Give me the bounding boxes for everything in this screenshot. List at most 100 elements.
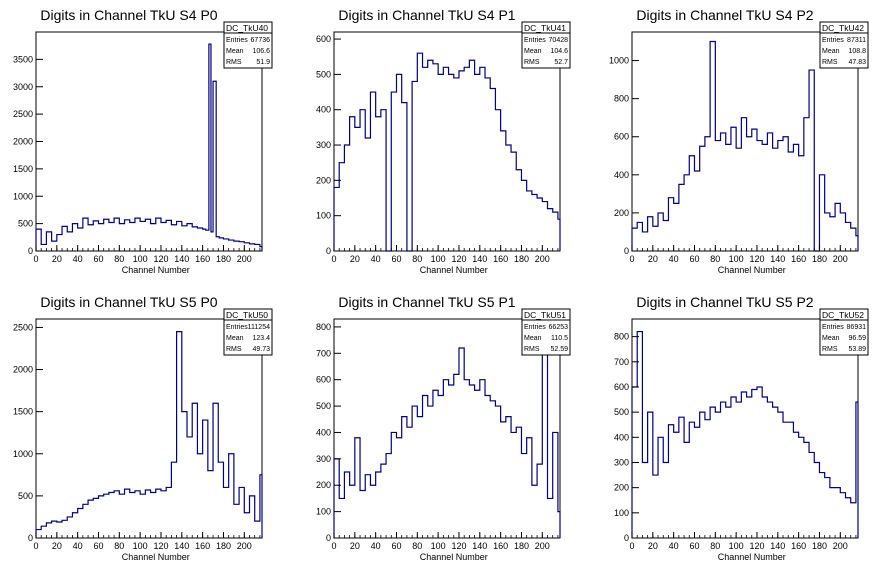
stats-key: Entries (226, 324, 248, 331)
x-tick-label: 200 (833, 254, 848, 264)
x-tick-label: 60 (93, 541, 103, 551)
histogram-line (631, 330, 859, 538)
x-tick-label: 40 (73, 541, 83, 551)
x-tick-label: 100 (431, 254, 446, 264)
stats-value: 51.9 (256, 59, 270, 66)
stats-key: Mean (822, 335, 840, 342)
stats-key: Mean (226, 48, 244, 55)
x-tick-label: 100 (729, 254, 744, 264)
stats-value: 106.6 (252, 48, 270, 55)
y-tick-label: 200 (316, 175, 331, 185)
y-tick-label: 100 (316, 507, 331, 517)
x-tick-label: 160 (791, 254, 806, 264)
stats-value: 87311 (847, 37, 866, 44)
y-tick-label: 1500 (13, 164, 33, 174)
x-tick-label: 80 (114, 254, 124, 264)
x-tick-label: 60 (391, 254, 401, 264)
x-tick-label: 200 (833, 541, 848, 551)
y-tick-label: 2000 (13, 365, 33, 375)
y-tick-label: 2500 (13, 109, 33, 119)
x-axis-label: Channel Number (718, 552, 786, 562)
stats-key: RMS (524, 346, 540, 353)
histogram-pad: Digits in Channel TkU S4 P1 0 20 40 60 80 100 1… (298, 0, 596, 287)
histogram-svg: Digits in Channel TkU S4 P0 0 20 40 60 80 100 1… (13, 7, 273, 275)
histogram-pad: Digits in Channel TkU S4 P2 0 20 40 60 80 100 1… (596, 0, 894, 287)
stats-key: RMS (822, 59, 838, 66)
x-tick-label: 120 (451, 541, 466, 551)
stats-value: 110.5 (551, 335, 568, 342)
x-tick-label: 160 (195, 254, 210, 264)
stats-value: 67736 (251, 37, 271, 44)
y-tick-label: 3500 (13, 54, 33, 64)
x-tick-label: 160 (493, 254, 508, 264)
x-tick-label: 100 (729, 541, 744, 551)
stats-value: 49.73 (252, 346, 270, 353)
y-tick-label: 800 (614, 332, 629, 342)
histogram-line (631, 40, 859, 252)
y-tick-label: 2500 (13, 322, 33, 332)
x-tick-label: 0 (33, 254, 38, 264)
x-tick-label: 100 (133, 254, 148, 264)
stats-value: 86931 (847, 324, 867, 331)
x-tick-label: 20 (648, 254, 658, 264)
x-tick-label: 200 (237, 541, 252, 551)
stats-name: DC_TkU40 (226, 23, 268, 33)
y-tick-label: 1500 (13, 407, 33, 417)
histogram-line (35, 43, 263, 251)
x-tick-label: 120 (451, 254, 466, 264)
plot-frame (35, 318, 263, 539)
x-tick-label: 200 (237, 254, 252, 264)
x-tick-label: 160 (791, 541, 806, 551)
y-tick-label: 500 (18, 491, 33, 501)
chart-title: Digits in Channel TkU S5 P0 (40, 294, 217, 310)
y-tick-label: 600 (614, 382, 629, 392)
y-tick-label: 100 (316, 211, 331, 221)
y-tick-label: 1000 (13, 449, 33, 459)
chart-title: Digits in Channel TkU S4 P2 (636, 7, 813, 23)
histogram-svg: Digits in Channel TkU S5 P0 0 20 40 60 80 100 1… (13, 294, 273, 562)
x-tick-label: 60 (391, 541, 401, 551)
y-tick-label: 400 (614, 432, 629, 442)
x-tick-label: 140 (174, 541, 189, 551)
y-tick-label: 300 (614, 457, 629, 467)
y-tick-label: 500 (18, 219, 33, 229)
y-tick-label: 700 (614, 357, 629, 367)
x-tick-label: 0 (629, 254, 634, 264)
stats-box (521, 21, 571, 69)
chart-title: Digits in Channel TkU S5 P1 (338, 294, 515, 310)
stats-value: 66253 (549, 324, 569, 331)
x-axis-label: Channel Number (122, 265, 190, 275)
histogram-pad: Digits in Channel TkU S5 P2 0 20 40 60 80 100 1… (596, 287, 894, 574)
stats-key: Entries (524, 37, 546, 44)
y-tick-label: 100 (614, 508, 629, 518)
x-tick-label: 40 (669, 254, 679, 264)
y-tick-label: 200 (614, 208, 629, 218)
x-tick-label: 180 (216, 541, 231, 551)
x-tick-label: 0 (331, 541, 336, 551)
stats-box (521, 308, 571, 356)
y-tick-label: 400 (316, 427, 331, 437)
y-tick-label: 200 (614, 483, 629, 493)
x-tick-label: 140 (472, 254, 487, 264)
histogram-svg: Digits in Channel TkU S4 P1 0 20 40 60 80 100 1… (316, 7, 571, 275)
stats-box (819, 308, 869, 356)
stats-key: RMS (822, 346, 838, 353)
x-tick-label: 40 (73, 254, 83, 264)
y-tick-label: 700 (316, 348, 331, 358)
histogram-svg: Digits in Channel TkU S4 P2 0 20 40 60 80 100 1… (609, 7, 869, 275)
y-tick-label: 400 (316, 105, 331, 115)
y-tick-label: 600 (614, 132, 629, 142)
stats-name: DC_TkU41 (524, 23, 566, 33)
y-tick-label: 3000 (13, 82, 33, 92)
stats-key: Mean (524, 335, 542, 342)
x-tick-label: 100 (431, 541, 446, 551)
y-tick-label: 1000 (609, 56, 629, 66)
chart-title: Digits in Channel TkU S4 P1 (338, 7, 515, 23)
x-tick-label: 160 (195, 541, 210, 551)
stats-value: 108.8 (848, 48, 866, 55)
y-tick-label: 1000 (13, 191, 33, 201)
x-axis-label: Channel Number (420, 552, 488, 562)
y-tick-label: 600 (316, 375, 331, 385)
x-tick-label: 0 (629, 541, 634, 551)
